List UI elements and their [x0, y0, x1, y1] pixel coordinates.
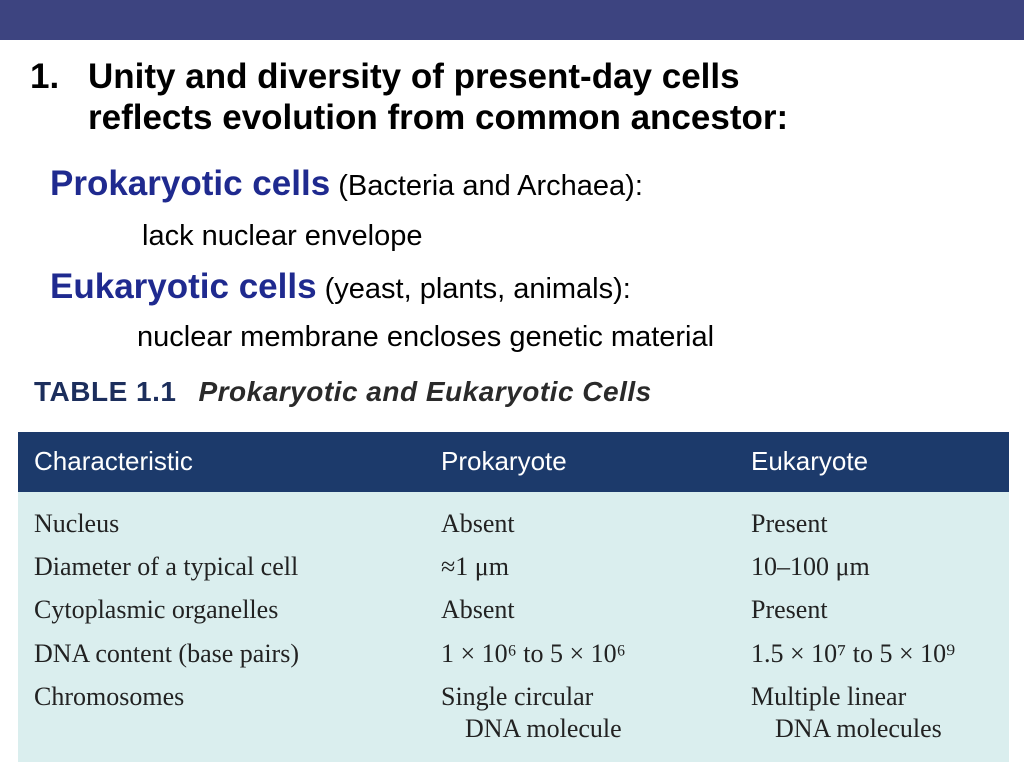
cell-prokaryote: ≈1 μm [441, 552, 509, 581]
cell-characteristic: Diameter of a typical cell [34, 552, 299, 581]
eukaryotic-examples: (yeast, plants, animals): [324, 273, 631, 305]
heading-number: 1. [30, 57, 60, 96]
cell-prokaryote: 1 × 10⁶ to 5 × 10⁶ [441, 639, 626, 668]
cell-prokaryote-line-2: DNA molecule [465, 714, 622, 743]
eukaryotic-term: Eukaryotic cells [50, 267, 317, 306]
cell-characteristic: Cytoplasmic organelles [34, 595, 279, 624]
cell-eukaryote: Multiple linear DNA molecules [751, 681, 942, 745]
header-eukaryote: Eukaryote [751, 446, 869, 476]
cell-eukaryote: 10–100 μm [751, 552, 870, 581]
table-caption: Prokaryotic and Eukaryotic Cells [198, 376, 652, 407]
cell-prokaryote-line-1: Single circular [441, 682, 594, 711]
prokaryotic-term: Prokaryotic cells [50, 164, 331, 203]
cell-eukaryote: 1.5 × 10⁷ to 5 × 10⁹ [751, 639, 956, 668]
table-title: TABLE 1.1 Prokaryotic and Eukaryotic Cell… [34, 376, 652, 408]
header-characteristic: Characteristic [34, 446, 193, 476]
comparison-table: Characteristic Prokaryote Eukaryote Nucl… [18, 432, 1009, 762]
cell-characteristic: Nucleus [34, 509, 120, 538]
cell-eukaryote-line-2: DNA molecules [775, 714, 942, 743]
top-banner-bar [0, 0, 1024, 40]
cell-prokaryote: Absent [441, 595, 515, 624]
prokaryotic-heading: Prokaryotic cells (Bacteria and Archaea)… [50, 164, 643, 204]
prokaryotic-description: lack nuclear envelope [142, 220, 423, 252]
cell-characteristic: DNA content (base pairs) [34, 639, 299, 668]
heading-line-2: reflects evolution from common ancestor: [88, 98, 789, 137]
cell-characteristic: Chromosomes [34, 682, 185, 711]
cell-eukaryote: Present [751, 595, 828, 624]
prokaryotic-examples: (Bacteria and Archaea): [338, 170, 643, 202]
cell-eukaryote: Present [751, 509, 828, 538]
eukaryotic-description: nuclear membrane encloses genetic materi… [137, 321, 715, 353]
cell-eukaryote-line-1: Multiple linear [751, 682, 907, 711]
header-prokaryote: Prokaryote [441, 446, 567, 476]
table-label: TABLE 1.1 [34, 376, 177, 407]
heading-line-1: Unity and diversity of present-day cells [88, 57, 740, 96]
cell-prokaryote: Absent [441, 509, 515, 538]
table-header-row: Characteristic Prokaryote Eukaryote [18, 432, 1009, 492]
eukaryotic-heading: Eukaryotic cells (yeast, plants, animals… [50, 267, 631, 307]
cell-prokaryote: Single circular DNA molecule [441, 681, 622, 745]
